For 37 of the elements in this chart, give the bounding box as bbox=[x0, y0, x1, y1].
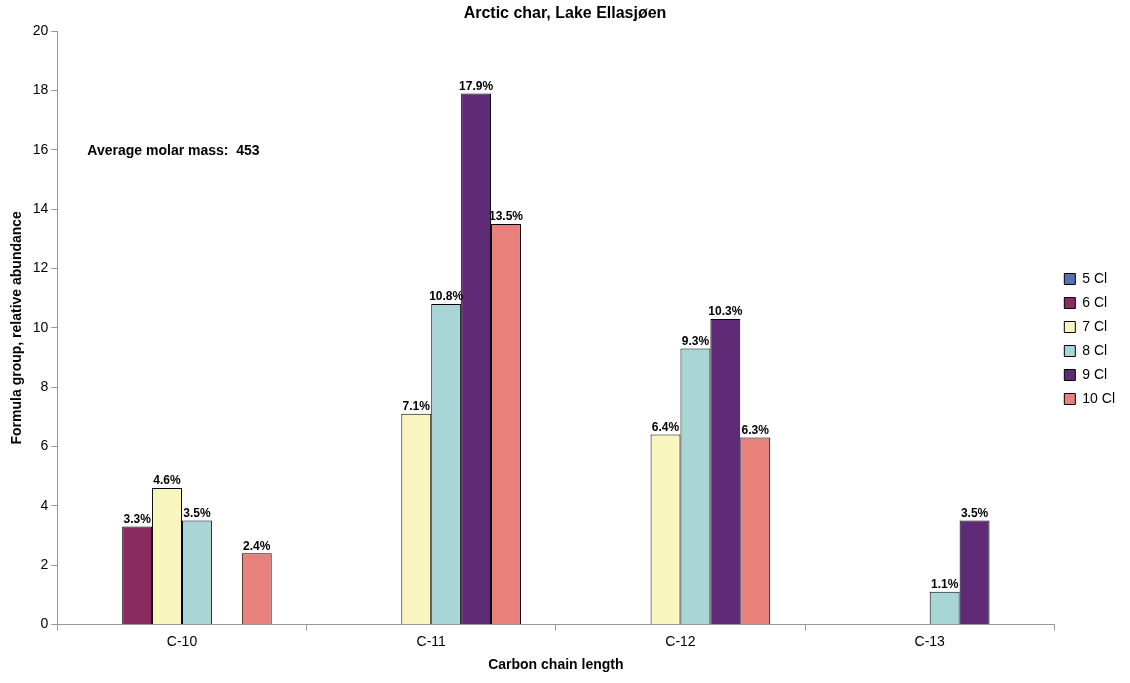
y-tick-label: 12 bbox=[32, 259, 49, 276]
y-tick-label: 14 bbox=[32, 200, 49, 217]
data-label: 17.9% bbox=[459, 78, 494, 93]
y-tick-label: 6 bbox=[40, 437, 49, 454]
data-label: 9.3% bbox=[681, 333, 710, 348]
legend-label: 5 Cl bbox=[1082, 269, 1108, 286]
data-label: 2.4% bbox=[243, 538, 271, 553]
data-label: 6.3% bbox=[741, 422, 770, 437]
y-tick-label: 18 bbox=[32, 81, 49, 98]
y-tick-label: 10 bbox=[32, 318, 49, 335]
x-axis-title: Carbon chain length bbox=[488, 656, 624, 673]
chart-title: Arctic char, Lake Ellasjøen bbox=[463, 4, 667, 22]
y-tick-label: 20 bbox=[32, 22, 49, 39]
y-axis-title: Formula group, relative abundance bbox=[8, 210, 25, 445]
legend-label: 10 Cl bbox=[1082, 389, 1115, 406]
x-tick-label: C-10 bbox=[166, 632, 198, 649]
y-tick-label: 0 bbox=[40, 615, 49, 632]
annotation: Average molar mass: 453 bbox=[87, 142, 260, 159]
y-tick-label: 16 bbox=[32, 140, 49, 157]
data-label: 3.3% bbox=[123, 511, 152, 526]
legend-label: 7 Cl bbox=[1082, 317, 1108, 334]
legend-label: 6 Cl bbox=[1082, 293, 1108, 310]
data-label: 3.5% bbox=[960, 505, 989, 520]
x-tick-label: C-11 bbox=[416, 632, 447, 649]
x-tick-label: C-13 bbox=[914, 632, 946, 649]
data-label: 4.6% bbox=[153, 473, 182, 488]
data-label: 3.5% bbox=[183, 505, 211, 520]
data-label: 1.1% bbox=[930, 577, 959, 592]
y-tick-label: 4 bbox=[40, 496, 49, 513]
data-label: 10.3% bbox=[708, 304, 743, 319]
y-tick-label: 2 bbox=[40, 555, 49, 572]
y-tick-label: 8 bbox=[40, 377, 49, 394]
x-tick-label: C-12 bbox=[665, 632, 696, 649]
legend-label: 9 Cl bbox=[1082, 365, 1108, 382]
data-label: 6.4% bbox=[651, 419, 680, 434]
data-label: 7.1% bbox=[402, 399, 431, 414]
legend-label: 8 Cl bbox=[1082, 341, 1108, 358]
